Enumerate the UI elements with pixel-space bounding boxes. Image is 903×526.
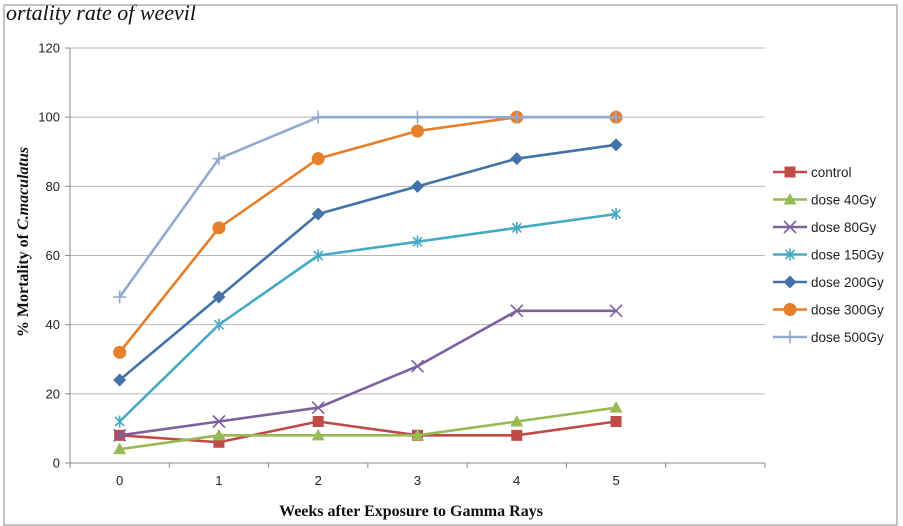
series-line-dose-500gy xyxy=(118,115,617,298)
y-tick-label-80: 80 xyxy=(46,179,60,194)
data-point-dose-150gy-4 xyxy=(511,221,522,234)
data-point-dose-500gy-4 xyxy=(510,110,524,124)
data-point-dose-40gy-5 xyxy=(609,401,623,413)
data-point-dose-300gy-0 xyxy=(113,345,127,359)
legend-item-dose-300gy: dose 300Gy xyxy=(773,303,884,318)
chart-frame xyxy=(3,4,898,526)
legend-marker-dose-500gy xyxy=(783,330,797,344)
series-line-dose-150gy xyxy=(118,212,617,423)
series-line-dose-200gy xyxy=(118,143,617,381)
data-point-dose-200gy-0 xyxy=(113,373,127,387)
series-line-control xyxy=(119,420,617,444)
data-point-dose-500gy-1 xyxy=(212,152,226,166)
data-point-dose-500gy-0 xyxy=(113,290,127,304)
legend-label-dose-150gy: dose 150Gy xyxy=(811,248,884,263)
legend-item-dose-150gy: dose 150Gy xyxy=(773,248,884,263)
x-tick-label-3: 3 xyxy=(414,473,421,488)
series-line-dose-40gy xyxy=(119,406,617,451)
data-point-dose-300gy-3 xyxy=(411,124,424,138)
data-point-dose-40gy-0 xyxy=(113,442,127,455)
series-dose-500gy xyxy=(113,110,623,304)
axes: 0 20 40 60 80 100 120 0 1 2 3 4 5 xyxy=(38,41,766,488)
y-tick-label-40: 40 xyxy=(46,317,60,332)
legend-marker-dose-200gy xyxy=(783,275,797,289)
legend-marker-dose-150gy xyxy=(784,248,796,261)
series-dose-150gy xyxy=(114,208,622,428)
data-point-dose-150gy-5 xyxy=(611,208,622,220)
legend-label-dose-200gy: dose 200Gy xyxy=(811,275,884,290)
data-point-dose-80gy-2 xyxy=(311,401,325,415)
y-tick-label-0: 0 xyxy=(53,456,60,471)
data-point-dose-40gy-3 xyxy=(411,428,424,441)
x-tick-label-2: 2 xyxy=(315,473,322,488)
data-point-dose-200gy-5 xyxy=(609,138,623,152)
data-point-dose-200gy-2 xyxy=(311,207,325,221)
data-point-dose-80gy-4 xyxy=(510,304,524,318)
y-tick-label-60: 60 xyxy=(46,248,60,263)
legend-marker-dose-300gy xyxy=(783,303,797,316)
y-axis-title: % Mortality of C.maculatus xyxy=(15,147,32,337)
data-point-dose-150gy-3 xyxy=(412,235,423,248)
data-point-dose-150gy-2 xyxy=(313,249,324,262)
data-point-dose-80gy-5 xyxy=(609,304,623,318)
data-point-dose-500gy-5 xyxy=(609,110,623,124)
data-point-dose-200gy-3 xyxy=(411,179,424,193)
y-tick-label-120: 120 xyxy=(38,41,60,56)
legend-item-dose-200gy: dose 200Gy xyxy=(773,275,884,290)
data-point-control-5 xyxy=(610,416,622,427)
data-point-control-1 xyxy=(213,436,225,448)
series-layer xyxy=(113,110,623,455)
legend: control dose 40Gy dose 80Gy dose 150Gy dose … xyxy=(773,165,884,345)
data-point-dose-150gy-0 xyxy=(114,415,125,428)
x-tick-label-0: 0 xyxy=(116,473,123,488)
data-point-dose-300gy-1 xyxy=(212,221,226,235)
legend-label-control: control xyxy=(811,165,852,180)
legend-item-control: control xyxy=(773,165,852,180)
y-tick-label-20: 20 xyxy=(46,386,60,401)
data-point-dose-40gy-2 xyxy=(311,428,325,441)
data-point-dose-500gy-3 xyxy=(411,110,424,124)
legend-label-dose-80gy: dose 80Gy xyxy=(811,220,877,235)
legend-marker-dose-80gy xyxy=(783,220,797,234)
data-point-dose-80gy-1 xyxy=(212,414,226,429)
x-tick-label-5: 5 xyxy=(612,473,619,488)
series-dose-200gy xyxy=(113,138,623,387)
legend-marker-control xyxy=(784,166,796,178)
data-point-control-4 xyxy=(511,429,523,441)
y-axis-title-prefix: % Mortality of xyxy=(15,230,32,337)
data-point-dose-80gy-3 xyxy=(410,359,425,373)
caption-text: ortality rate of weevil xyxy=(6,0,196,25)
data-point-dose-200gy-1 xyxy=(212,290,226,304)
series-dose-40gy xyxy=(113,401,623,455)
data-point-dose-80gy-0 xyxy=(113,428,127,442)
data-point-dose-200gy-4 xyxy=(510,152,524,166)
data-point-dose-150gy-1 xyxy=(213,318,224,331)
data-point-dose-300gy-2 xyxy=(311,152,325,166)
legend-item-dose-500gy: dose 500Gy xyxy=(773,330,884,345)
data-point-dose-40gy-1 xyxy=(212,428,226,441)
legend-label-dose-500gy: dose 500Gy xyxy=(811,330,884,345)
legend-marker-dose-40gy xyxy=(783,193,797,205)
series-dose-80gy xyxy=(113,304,623,442)
data-point-dose-500gy-2 xyxy=(311,110,325,124)
data-point-dose-40gy-4 xyxy=(510,415,524,427)
data-point-control-2 xyxy=(312,416,324,427)
x-axis-title: Weeks after Exposure to Gamma Rays xyxy=(279,503,543,520)
y-tick-label-100: 100 xyxy=(38,110,60,125)
legend-label-dose-40gy: dose 40Gy xyxy=(811,193,877,208)
x-tick-label-1: 1 xyxy=(215,473,222,488)
legend-item-dose-40gy: dose 40Gy xyxy=(773,193,877,208)
x-tick-label-4: 4 xyxy=(513,473,520,488)
legend-label-dose-300gy: dose 300Gy xyxy=(811,303,884,318)
y-axis-title-species: C.maculatus xyxy=(15,147,32,230)
legend-item-dose-80gy: dose 80Gy xyxy=(773,220,877,235)
series-line-dose-80gy xyxy=(119,309,617,437)
